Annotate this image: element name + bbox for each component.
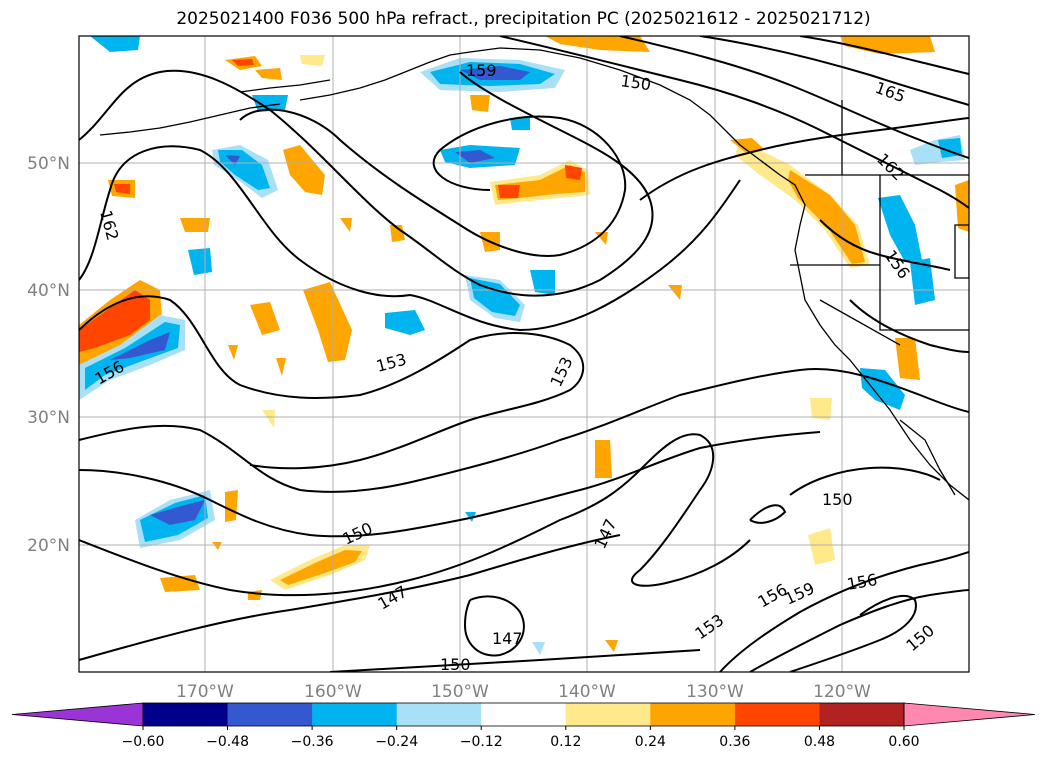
colorbar-tick-label: 0.24	[635, 734, 666, 750]
colorbar-segment	[227, 703, 313, 726]
colorbar-extend-max	[903, 702, 1036, 727]
graticule	[79, 36, 969, 672]
longitude-labels: 170°W 160°W 150°W 140°W 130°W 120°W	[176, 682, 871, 702]
colorbar-tick-label: −0.12	[460, 734, 503, 750]
lat-label: 50°N	[27, 154, 70, 174]
contour-label: 150	[822, 490, 853, 509]
lat-label: 40°N	[27, 281, 70, 301]
colorbar-tick-label: 0.12	[550, 734, 581, 750]
colorbar-segment	[481, 703, 567, 726]
lat-label: 20°N	[27, 536, 70, 556]
colorbar: −0.60 −0.48 −0.36 −0.24 −0.12 0.12 0.24 0.36 0.4…	[11, 702, 1036, 750]
height-contours	[79, 36, 969, 672]
contour-label: 150	[619, 71, 652, 94]
colorbar-segment	[734, 703, 820, 726]
map-frame	[78, 35, 970, 673]
lat-label: 30°N	[27, 408, 70, 428]
lon-label: 140°W	[558, 682, 616, 702]
contour-label: 147	[492, 629, 523, 648]
map-area	[79, 36, 969, 672]
colorbar-tick-label: −0.24	[375, 734, 418, 750]
colorbar-segment	[143, 703, 229, 726]
colorbar-tick-label: 0.48	[804, 734, 835, 750]
lon-label: 150°W	[431, 682, 489, 702]
lon-label: 130°W	[686, 682, 744, 702]
colorbar-segment	[650, 703, 736, 726]
precipitation-shading	[79, 36, 969, 655]
colorbar-tick-label: −0.36	[291, 734, 334, 750]
colorbar-segment	[819, 703, 905, 726]
lon-label: 160°W	[304, 682, 362, 702]
map-title: 2025021400 F036 500 hPa refract., precip…	[176, 9, 871, 29]
lon-label: 120°W	[813, 682, 871, 702]
colorbar-tick-label: −0.60	[122, 734, 165, 750]
colorbar-tick-label: 0.60	[888, 734, 919, 750]
colorbar-segment	[396, 703, 482, 726]
colorbar-tick-label: −0.48	[206, 734, 249, 750]
colorbar-segment	[312, 703, 398, 726]
colorbar-outline	[142, 702, 905, 727]
colorbar-extend-min	[11, 702, 144, 727]
contour-label: 150	[440, 655, 471, 674]
colorbar-tick-label: 0.36	[719, 734, 750, 750]
colorbar-segment	[565, 703, 651, 726]
contour-label: 159	[466, 61, 497, 80]
latitude-labels: 50°N 40°N 30°N 20°N	[27, 154, 70, 556]
lon-label: 170°W	[176, 682, 234, 702]
